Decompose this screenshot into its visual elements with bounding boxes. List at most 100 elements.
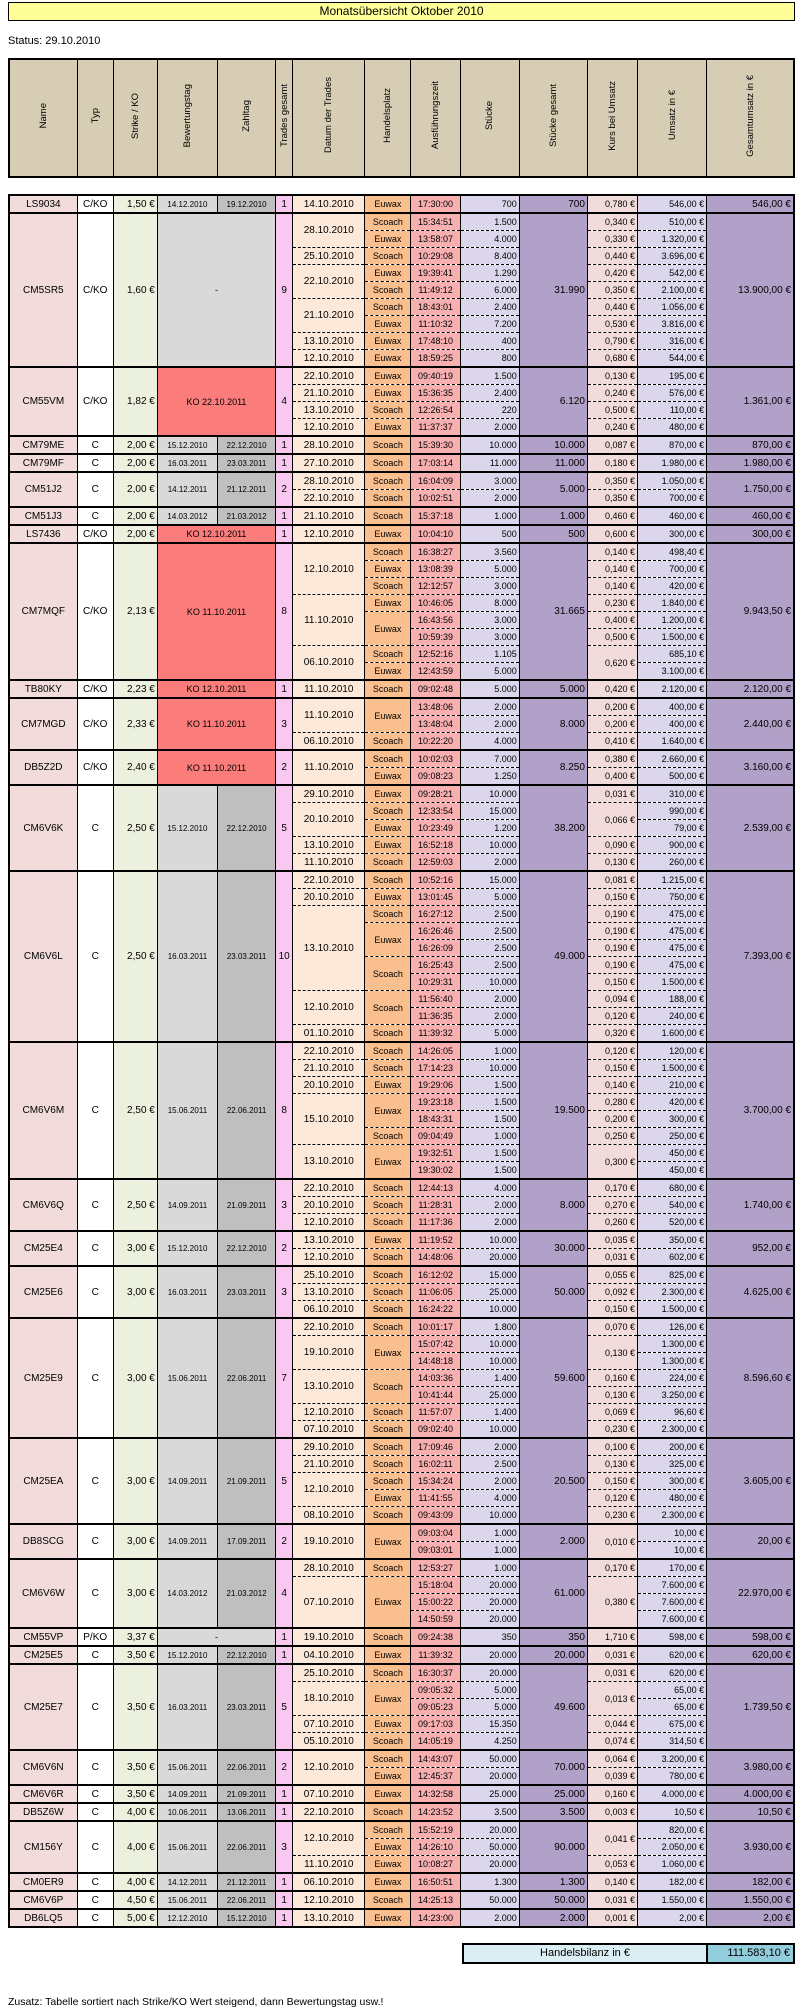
cell-umsatz[interactable]: 1.550,00 €	[637, 1890, 708, 1910]
cell-handelsplatz[interactable]: Euwax	[364, 1093, 412, 1128]
cell-bewertungstag[interactable]: 14.09.2011	[156, 1178, 219, 1232]
cell-name[interactable]: CM51J3	[8, 506, 78, 526]
cell-kurs[interactable]: 0,790 €	[586, 332, 639, 350]
cell-trade-date[interactable]: 12.10.2010	[292, 542, 366, 595]
cell-umsatz[interactable]: 820,00 €	[637, 1820, 708, 1839]
cell-kurs[interactable]: 0,074 €	[586, 1732, 639, 1751]
cell-trade-date[interactable]: 28.10.2010	[292, 212, 366, 248]
cell-trades-count[interactable]: 2	[275, 1230, 294, 1267]
cell-trade-date[interactable]: 12.10.2010	[292, 1472, 366, 1507]
cell-ausfuehrungszeit[interactable]: 09:08:23	[410, 767, 461, 786]
cell-trade-date[interactable]: 19.10.2010	[292, 1335, 366, 1370]
cell-stuecke[interactable]: 20.000	[459, 1767, 520, 1786]
cell-ausfuehrungszeit[interactable]: 09:24:38	[410, 1627, 461, 1647]
cell-name[interactable]: CM25E5	[8, 1645, 78, 1665]
cell-kurs[interactable]: 0,190 €	[586, 939, 639, 957]
cell-typ[interactable]: C	[76, 1784, 114, 1804]
cell-trades-count[interactable]: 1	[275, 506, 294, 526]
cell-trade-date[interactable]: 07.10.2010	[292, 1784, 366, 1804]
col-header-ausfuehrungszeit[interactable]: Ausführungszeit	[410, 58, 461, 178]
cell-umsatz[interactable]: 126,00 €	[637, 1317, 708, 1336]
cell-kurs[interactable]: 0,460 €	[586, 506, 639, 526]
cell-stuecke-gesamt[interactable]: 38.200	[518, 784, 588, 872]
cell-kurs[interactable]: 0,250 €	[586, 1127, 639, 1145]
cell-umsatz[interactable]: 200,00 €	[637, 1437, 708, 1456]
cell-gesamtumsatz[interactable]: 1.740,00 €	[706, 1178, 795, 1232]
col-header-strike-ko[interactable]: Strike / KO	[112, 58, 158, 178]
cell-strike[interactable]: 5,00 €	[112, 1908, 158, 1928]
cell-umsatz[interactable]: 2.300,00 €	[637, 1506, 708, 1525]
cell-umsatz[interactable]: 480,00 €	[637, 1489, 708, 1507]
cell-kurs[interactable]: 0,180 €	[586, 453, 639, 473]
cell-umsatz[interactable]: 1.300,00 €	[637, 1335, 708, 1353]
cell-gesamtumsatz[interactable]: 13.900,00 €	[706, 212, 795, 368]
cell-trades-count[interactable]: 1	[275, 435, 294, 455]
cell-trades-count[interactable]: 1	[275, 453, 294, 473]
cell-name[interactable]: TB80KY	[8, 679, 78, 699]
cell-umsatz[interactable]: 460,00 €	[637, 506, 708, 526]
cell-trades-count[interactable]: 5	[275, 1663, 294, 1751]
cell-strike[interactable]: 2,50 €	[112, 1178, 158, 1232]
cell-stuecke[interactable]: 5.000	[459, 662, 520, 681]
cell-ausfuehrungszeit[interactable]: 16:50:51	[410, 1872, 461, 1892]
cell-ausfuehrungszeit[interactable]: 10:01:17	[410, 1317, 461, 1336]
cell-kurs[interactable]: 0,031 €	[586, 1248, 639, 1267]
cell-name[interactable]: CM156Y	[8, 1820, 78, 1874]
cell-kurs[interactable]: 0,140 €	[586, 577, 639, 595]
cell-trade-date[interactable]: 12.10.2010	[292, 1749, 366, 1786]
cell-ko-date[interactable]: KO 11.10.2011	[156, 697, 277, 751]
cell-kurs[interactable]: 0,380 €	[586, 749, 639, 768]
cell-stuecke[interactable]: 4.000	[459, 732, 520, 751]
cell-stuecke[interactable]: 2.000	[459, 1437, 520, 1456]
cell-ausfuehrungszeit[interactable]: 16:43:56	[410, 611, 461, 629]
cell-ausfuehrungszeit[interactable]: 16:26:46	[410, 922, 461, 940]
cell-kurs[interactable]: 0,055 €	[586, 1265, 639, 1284]
cell-umsatz[interactable]: 475,00 €	[637, 922, 708, 940]
cell-trade-date[interactable]: 14.10.2010	[292, 194, 366, 214]
cell-name[interactable]: CM25E7	[8, 1663, 78, 1751]
cell-ausfuehrungszeit[interactable]: 10:22:20	[410, 732, 461, 751]
cell-umsatz[interactable]: 1.500,00 €	[637, 628, 708, 646]
cell-stuecke-gesamt[interactable]: 90.000	[518, 1820, 588, 1874]
cell-typ[interactable]: C/KO	[76, 749, 114, 786]
cell-kurs[interactable]: 0,280 €	[586, 1093, 639, 1111]
cell-kurs[interactable]: 0,013 €	[586, 1681, 639, 1716]
cell-bewertungstag[interactable]: 14.12.2011	[156, 1872, 219, 1892]
cell-trades-count[interactable]: 5	[275, 784, 294, 872]
cell-kurs[interactable]: 0,064 €	[586, 1749, 639, 1768]
cell-ausfuehrungszeit[interactable]: 14:50:59	[410, 1610, 461, 1629]
cell-typ[interactable]: C	[76, 1802, 114, 1822]
cell-umsatz[interactable]: 224,00 €	[637, 1369, 708, 1387]
cell-stuecke[interactable]: 2.000	[459, 418, 520, 437]
cell-typ[interactable]: C	[76, 435, 114, 455]
cell-handelsplatz[interactable]: Scoach	[364, 1506, 412, 1525]
cell-kurs[interactable]: 0,500 €	[586, 401, 639, 419]
cell-strike[interactable]: 3,50 €	[112, 1784, 158, 1804]
cell-trade-date[interactable]: 18.10.2010	[292, 1681, 366, 1716]
cell-handelsplatz[interactable]: Scoach	[364, 990, 412, 1025]
cell-kurs[interactable]: 0,200 €	[586, 1110, 639, 1128]
cell-gesamtumsatz[interactable]: 460,00 €	[706, 506, 795, 526]
cell-umsatz[interactable]: 2.050,00 €	[637, 1838, 708, 1856]
cell-trade-date[interactable]: 01.10.2010	[292, 1024, 366, 1043]
cell-umsatz[interactable]: 240,00 €	[637, 1007, 708, 1025]
cell-handelsplatz[interactable]: Euwax	[364, 697, 412, 733]
cell-handelsplatz[interactable]: Scoach	[364, 1178, 412, 1197]
cell-umsatz[interactable]: 210,00 €	[637, 1076, 708, 1094]
cell-umsatz[interactable]: 300,00 €	[637, 1472, 708, 1490]
cell-typ[interactable]: C	[76, 1820, 114, 1874]
cell-umsatz[interactable]: 475,00 €	[637, 939, 708, 957]
cell-stuecke[interactable]: 4.000	[459, 230, 520, 248]
cell-handelsplatz[interactable]: Euwax	[364, 888, 412, 906]
cell-ausfuehrungszeit[interactable]: 13:48:06	[410, 697, 461, 716]
cell-ausfuehrungszeit[interactable]: 16:52:18	[410, 836, 461, 854]
cell-bewertungstag[interactable]: 15.12.2010	[156, 1645, 219, 1665]
cell-trade-date[interactable]: 05.10.2010	[292, 1732, 366, 1751]
cell-umsatz[interactable]: 7.600,00 €	[637, 1576, 708, 1594]
cell-umsatz[interactable]: 7.600,00 €	[637, 1610, 708, 1629]
cell-trades-count[interactable]: 1	[275, 1645, 294, 1665]
cell-handelsplatz[interactable]: Euwax	[364, 1767, 412, 1786]
cell-zahltag[interactable]: 21.09.2011	[216, 1784, 277, 1804]
cell-gesamtumsatz[interactable]: 3.160,00 €	[706, 749, 795, 786]
cell-trade-date[interactable]: 13.10.2010	[292, 1369, 366, 1404]
